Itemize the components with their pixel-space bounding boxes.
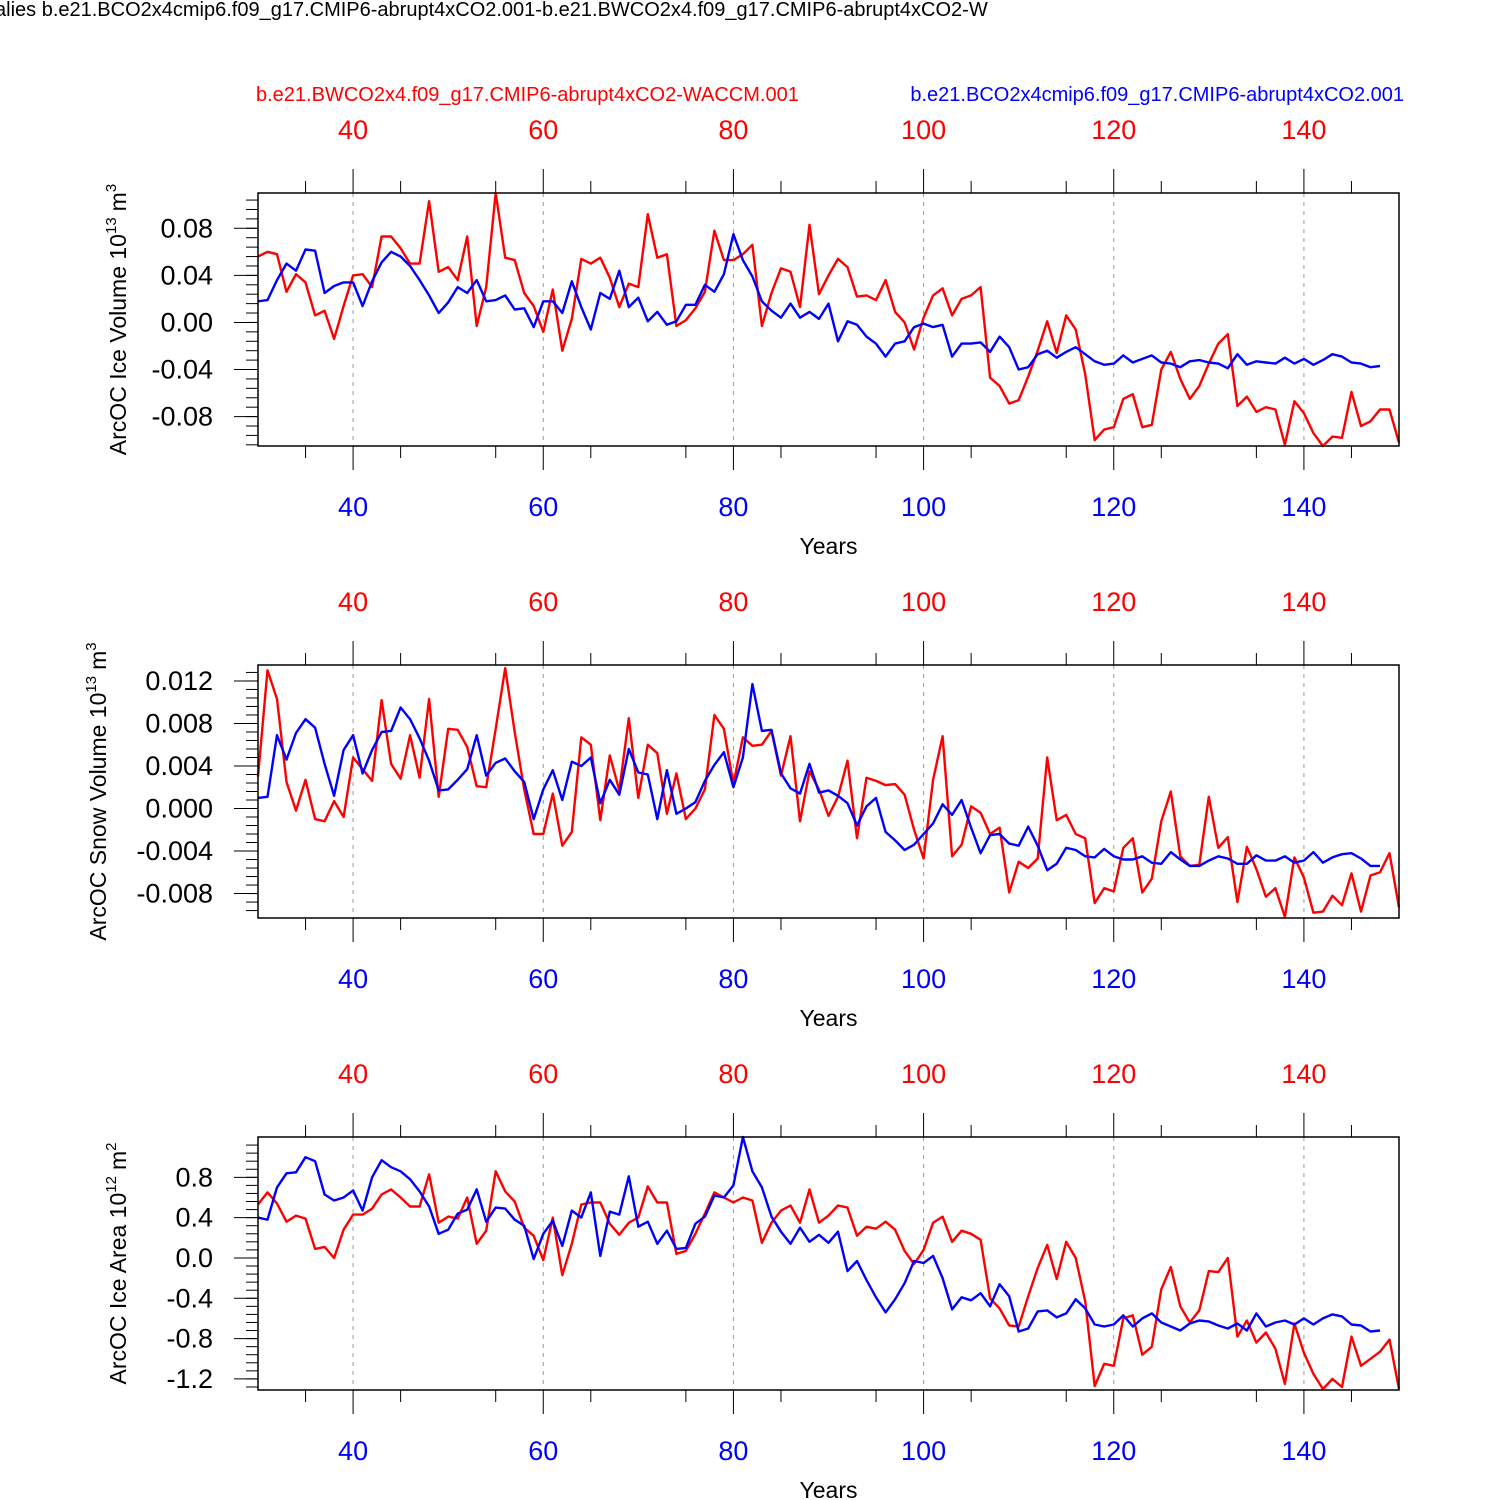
x-tick-label-bottom: 80	[718, 964, 748, 994]
y-axis-label-space: 10	[105, 1193, 131, 1225]
panel-3: 40 40 60 60 80 80 100 100 120 120 140 140 0.8 0.4 0.0 -…	[103, 1059, 1401, 1500]
x-tick-label-top: 120	[1091, 587, 1136, 617]
y-axis-label-unit-exponent: 3	[83, 642, 100, 650]
y-tick-label: 0.00	[160, 307, 213, 337]
x-tick-label-top: 140	[1281, 1059, 1326, 1089]
x-tick-label-top: 140	[1281, 115, 1326, 145]
x-axis-label: Years	[800, 1005, 858, 1031]
x-tick-label-bottom: 100	[901, 492, 946, 522]
plot-frame	[257, 1136, 1400, 1391]
y-tick-label: 0.012	[145, 666, 213, 696]
x-tick-label-bottom: 40	[338, 492, 368, 522]
y-axis-label-name: ArcOC Snow Volume	[85, 725, 111, 941]
y-axis-label-name: ArcOC Ice Volume	[105, 266, 131, 455]
x-tick-label-bottom: 120	[1091, 964, 1136, 994]
y-tick-label: 0.4	[175, 1203, 213, 1233]
y-tick-label: 0.08	[160, 213, 213, 243]
x-tick-label-bottom: 80	[718, 1436, 748, 1466]
y-tick-label: -0.8	[166, 1324, 213, 1354]
y-axis-label-exponent: 12	[103, 1176, 120, 1193]
x-tick-label-top: 140	[1281, 587, 1326, 617]
y-axis-label-unit-exponent: 2	[103, 1143, 120, 1151]
series-red-line	[256, 667, 1401, 919]
y-axis-label-name: ArcOC Ice Area	[105, 1225, 131, 1385]
y-tick-label: -0.008	[136, 879, 213, 909]
y-tick-label: -0.4	[166, 1283, 213, 1313]
panel-2: 40 40 60 60 80 80 100 100 120 120 140 140 0.012 0.008…	[83, 587, 1401, 1031]
x-tick-label-top: 60	[528, 1059, 558, 1089]
x-axis-label: Years	[800, 533, 858, 559]
y-tick-label: 0.8	[175, 1162, 213, 1192]
x-tick-label-bottom: 80	[718, 492, 748, 522]
x-tick-label-top: 80	[718, 115, 748, 145]
x-tick-label-top: 80	[718, 1059, 748, 1089]
x-tick-label-bottom: 120	[1091, 1436, 1136, 1466]
x-tick-label-bottom: 40	[338, 1436, 368, 1466]
x-tick-label-bottom: 140	[1281, 964, 1326, 994]
series-blue-line	[257, 682, 1380, 872]
x-tick-label-bottom: 40	[338, 964, 368, 994]
x-tick-label-bottom: 60	[528, 964, 558, 994]
x-tick-label-bottom: 60	[528, 492, 558, 522]
y-tick-label: 0.0	[175, 1243, 213, 1273]
y-tick-label: -0.08	[151, 402, 213, 432]
x-tick-label-top: 40	[338, 115, 368, 145]
x-tick-label-top: 40	[338, 1059, 368, 1089]
y-tick-label: 0.008	[145, 708, 213, 738]
x-tick-label-bottom: 100	[901, 1436, 946, 1466]
y-axis-label-exponent: 13	[83, 676, 100, 693]
y-axis-label-unit: m	[105, 1151, 131, 1170]
x-tick-label-top: 100	[901, 587, 946, 617]
series-red-line	[257, 1170, 1401, 1391]
x-tick-label-top: 100	[901, 1059, 946, 1089]
x-tick-label-top: 120	[1091, 115, 1136, 145]
y-axis-label-unit: m	[105, 192, 131, 211]
y-axis-label: ArcOC Ice Volume 1013 m3	[103, 184, 131, 455]
y-tick-label: -0.04	[151, 355, 213, 385]
y-axis-label-space: 10	[85, 693, 111, 725]
y-axis-label-unit-exponent: 3	[103, 184, 120, 192]
y-axis-label-exponent: 13	[103, 217, 120, 234]
y-axis-label: ArcOC Snow Volume 1013 m3	[83, 642, 111, 940]
x-tick-label-bottom: 60	[528, 1436, 558, 1466]
x-tick-label-top: 80	[718, 587, 748, 617]
y-axis-label: ArcOC Ice Area 1012 m2	[103, 1143, 131, 1385]
legend-right-blue: b.e21.BCO2x4cmip6.f09_g17.CMIP6-abrupt4x…	[910, 84, 1404, 106]
y-tick-label: -1.2	[166, 1364, 213, 1394]
x-tick-label-top: 60	[528, 115, 558, 145]
y-axis-label-unit: m	[85, 651, 111, 670]
x-tick-label-bottom: 140	[1281, 492, 1326, 522]
figure-title: alies b.e21.BCO2x4cmip6.f09_g17.CMIP6-ab…	[0, 0, 988, 21]
x-tick-label-bottom: 140	[1281, 1436, 1326, 1466]
x-tick-label-top: 120	[1091, 1059, 1136, 1089]
y-tick-label: 0.000	[145, 794, 213, 824]
series-blue-line	[257, 1135, 1381, 1333]
x-tick-label-top: 100	[901, 115, 946, 145]
plot-frame	[257, 192, 1400, 447]
y-axis-label-space: 10	[105, 234, 131, 266]
series-blue-line	[257, 232, 1381, 371]
x-tick-label-bottom: 100	[901, 964, 946, 994]
legend-left-red: b.e21.BWCO2x4.f09_g17.CMIP6-abrupt4xCO2-…	[256, 84, 799, 106]
y-tick-label: 0.004	[145, 751, 213, 781]
y-tick-label: 0.04	[160, 260, 213, 290]
x-tick-label-top: 60	[528, 587, 558, 617]
x-tick-label-bottom: 120	[1091, 492, 1136, 522]
x-tick-label-top: 40	[338, 587, 368, 617]
x-axis-label: Years	[800, 1477, 858, 1500]
panel-1: 40 40 60 60 80 80 100 100 120 120 140 140 0.08 0.04 0.…	[103, 115, 1401, 559]
series-red-line	[257, 191, 1401, 448]
y-tick-label: -0.004	[136, 836, 213, 866]
plot-frame	[257, 664, 1400, 919]
